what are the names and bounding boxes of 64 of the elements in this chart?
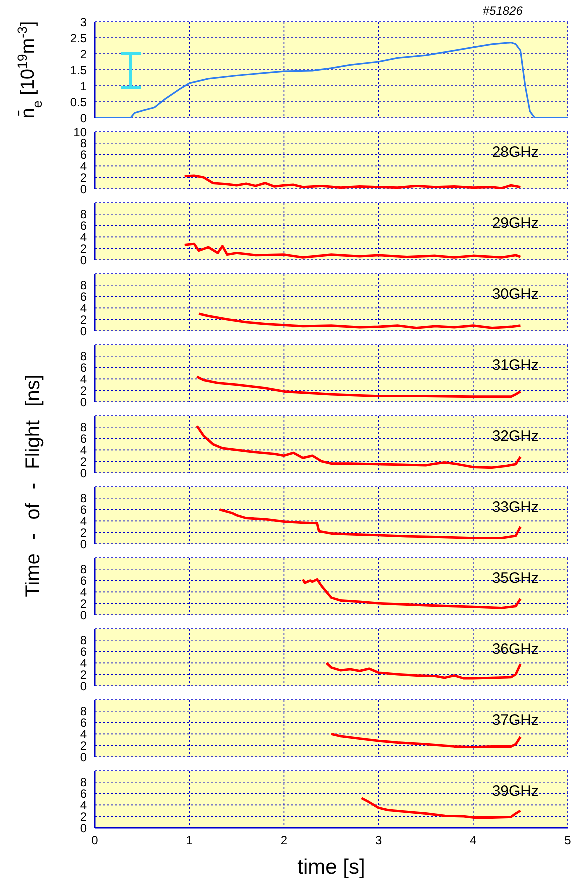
y-tick-label: 8 — [80, 634, 88, 648]
line-series — [184, 174, 522, 189]
y-tick-label: 0 — [80, 821, 88, 836]
line-series — [360, 797, 522, 819]
annotation: 29GHz — [492, 215, 539, 232]
y-tick-label: 0 — [80, 608, 88, 622]
y-tick-label: 0 — [80, 466, 88, 480]
y-tick-label: 0 — [80, 324, 88, 338]
x-tick-label: 1 — [186, 834, 194, 848]
y-tick-label: 8 — [80, 136, 88, 151]
x-tick-label: 3 — [375, 834, 382, 848]
y-tick-label: 8 — [80, 420, 88, 435]
y-tick-label: 0 — [80, 253, 88, 268]
y-tick-label: 8 — [80, 492, 88, 506]
y-tick-label: 2 — [80, 738, 88, 753]
x-axis-title: time [s] — [298, 856, 366, 879]
y-tick-label: 2 — [80, 454, 88, 469]
y-tick-label: 10 — [74, 125, 88, 140]
line-series — [198, 312, 522, 330]
annotation: 31GHz — [492, 357, 539, 374]
y-tick-label: 2 — [80, 312, 88, 327]
y-tick-label: 0 — [80, 395, 88, 410]
annotation: 30GHz — [492, 286, 539, 303]
y-tick-label: 2 — [80, 526, 88, 540]
y-tick-label: 2 — [80, 596, 88, 611]
x-tick-label: 4 — [470, 834, 478, 848]
annotation: 35GHz — [492, 570, 539, 587]
y-tick-label: 1.5 — [70, 63, 88, 78]
y-tick-label: 0.5 — [70, 95, 88, 110]
y-tick-label: 0 — [80, 537, 88, 552]
annotation: 39GHz — [492, 783, 539, 800]
x-tick-label: 0 — [92, 834, 99, 848]
y-tick-label: 0 — [80, 750, 88, 764]
line-series — [196, 376, 522, 398]
line-series — [184, 242, 522, 259]
y-axis-title: Time - of - Flight [ns] — [22, 374, 46, 598]
y-tick-label: 2.5 — [70, 31, 88, 46]
y-tick-label: 8 — [80, 562, 88, 577]
y-tick-label: 2 — [80, 47, 88, 62]
line-series — [326, 662, 522, 680]
y-tick-label: 1 — [80, 79, 88, 94]
y-tick-label: 0 — [80, 111, 88, 126]
y-tick-label: 8 — [80, 208, 88, 222]
y-tick-label: 8 — [80, 776, 88, 790]
annotation: 37GHz — [492, 712, 539, 729]
y-tick-label: 8 — [80, 704, 88, 719]
annotation: 36GHz — [492, 641, 539, 658]
y-tick-label: 2 — [80, 668, 88, 682]
y-tick-label: 8 — [80, 350, 88, 364]
y-tick-label: 0 — [80, 679, 88, 694]
y-tick-label: 2 — [80, 242, 88, 256]
y-tick-label: 8 — [80, 278, 88, 293]
y-tick-label: 3 — [80, 15, 88, 30]
x-tick-label: 5 — [564, 834, 572, 848]
annotation: 33GHz — [492, 499, 539, 516]
y-tick-label: 2 — [80, 810, 88, 824]
annotation: 32GHz — [492, 428, 539, 445]
y-tick-label: 2 — [80, 384, 88, 398]
annotation: 28GHz — [492, 144, 539, 161]
text: #51826 — [482, 4, 523, 18]
x-tick-label: 2 — [280, 834, 288, 848]
y-tick-label: 0 — [80, 182, 88, 196]
line-series — [330, 733, 522, 749]
y-tick-label: 2 — [80, 170, 88, 185]
